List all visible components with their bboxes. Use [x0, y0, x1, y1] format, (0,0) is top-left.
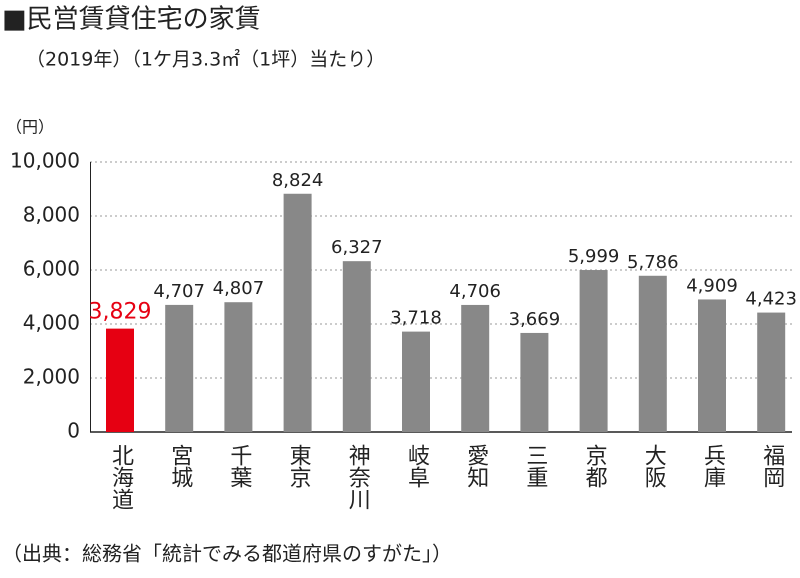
x-tick-label: 宮城 — [167, 444, 193, 488]
bar — [698, 299, 726, 432]
bar — [638, 275, 667, 432]
value-label: 8,824 — [272, 170, 324, 191]
y-tick-label: 6,000 — [23, 257, 80, 281]
value-label: 3,829 — [89, 300, 152, 325]
value-label: 3,669 — [509, 309, 561, 330]
y-tick-label: 0 — [67, 419, 80, 443]
x-tick-label: 愛知 — [463, 444, 489, 488]
x-tick-label: 北海道 — [108, 444, 134, 510]
value-label: 4,423 — [745, 289, 797, 310]
x-tick-label: 神奈川 — [345, 444, 371, 510]
y-tick-label: 8,000 — [23, 203, 80, 227]
y-tick-label: 4,000 — [23, 311, 80, 335]
x-tick-label: 福岡 — [759, 444, 785, 488]
value-label: 4,807 — [213, 278, 265, 299]
bar — [579, 270, 608, 432]
value-label: 5,999 — [568, 246, 620, 267]
value-label: 5,786 — [627, 252, 679, 273]
bar — [757, 312, 786, 432]
chart-subtitle: （2019年）（1ケ月3.3㎡（1坪）当たり） — [26, 48, 385, 71]
y-axis-label: （円） — [6, 118, 54, 137]
bar — [165, 304, 194, 432]
x-tick-label: 三重 — [522, 444, 547, 488]
bar — [520, 332, 549, 432]
value-label: 4,909 — [686, 275, 738, 296]
bar — [342, 261, 371, 432]
x-tick-label: 千葉 — [226, 444, 252, 488]
value-label: 6,327 — [331, 237, 383, 258]
bar — [106, 328, 134, 432]
y-tick-label: 10,000 — [10, 149, 80, 173]
x-tick-label: 京都 — [582, 444, 608, 488]
x-tick-label: 岐阜 — [404, 444, 429, 488]
source: （出典：総務省「統計でみる都道府県のすがた」） — [2, 542, 452, 566]
bar — [224, 302, 253, 432]
value-label: 4,707 — [153, 281, 205, 302]
value-label: 3,718 — [390, 308, 442, 329]
x-tick-label: 東京 — [286, 444, 312, 488]
value-label: 4,706 — [449, 281, 501, 302]
y-tick-label: 2,000 — [23, 365, 80, 389]
bar — [402, 331, 430, 432]
chart-title: ■民営賃貸住宅の家賃 — [2, 5, 261, 35]
bar — [461, 304, 490, 432]
x-tick-label: 大阪 — [641, 444, 667, 488]
x-tick-label: 兵庫 — [700, 444, 726, 488]
bar — [283, 193, 312, 432]
